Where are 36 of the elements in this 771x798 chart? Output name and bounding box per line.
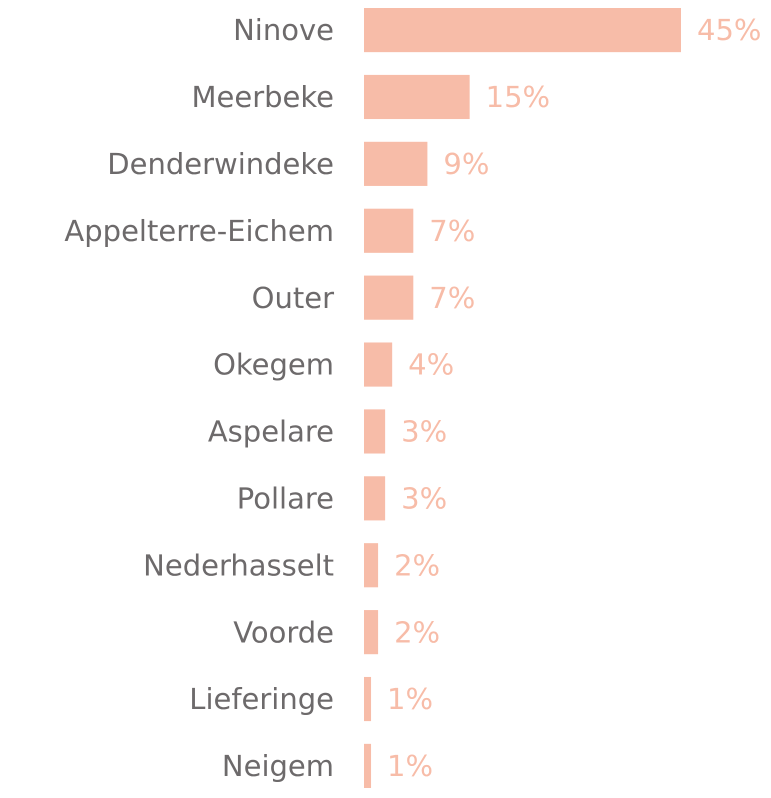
y-tick-label: Lieferinge: [189, 682, 334, 716]
y-tick-label: Outer: [252, 280, 334, 315]
data-label: 2%: [394, 615, 440, 650]
bar: [364, 208, 414, 253]
y-tick-label: Appelterre-Eichem: [64, 214, 334, 248]
data-label: 9%: [443, 147, 490, 182]
bar: [364, 476, 386, 520]
bar: [364, 409, 386, 454]
data-label: 1%: [387, 682, 434, 716]
bar: [364, 342, 392, 387]
y-tick-label: Neigem: [222, 749, 334, 784]
data-label: 4%: [408, 348, 454, 382]
data-label: 3%: [401, 414, 448, 449]
data-label: 45%: [697, 13, 762, 48]
data-label: 1%: [387, 749, 434, 784]
data-label: 7%: [429, 280, 476, 315]
y-tick-label: Pollare: [236, 481, 334, 516]
y-tick-label: Meerbeke: [192, 80, 334, 114]
y-tick-label: Aspelare: [208, 414, 334, 449]
y-tick-label: Nederhasselt: [143, 548, 334, 582]
y-tick-label: Okegem: [213, 348, 334, 382]
bar: [364, 276, 414, 320]
bar: [364, 744, 372, 788]
y-tick-label: Ninove: [233, 13, 334, 48]
data-label: 15%: [486, 80, 550, 114]
bar: [364, 8, 681, 52]
y-tick-label: Denderwindeke: [107, 147, 334, 182]
y-tick-label: Voorde: [233, 615, 334, 650]
bar: [364, 74, 470, 120]
bar: [364, 676, 372, 722]
data-label: 3%: [401, 481, 448, 516]
data-label: 2%: [394, 548, 440, 582]
bar: [364, 610, 378, 654]
data-label: 7%: [429, 214, 476, 248]
bar: [364, 543, 378, 588]
bar: [364, 142, 428, 186]
